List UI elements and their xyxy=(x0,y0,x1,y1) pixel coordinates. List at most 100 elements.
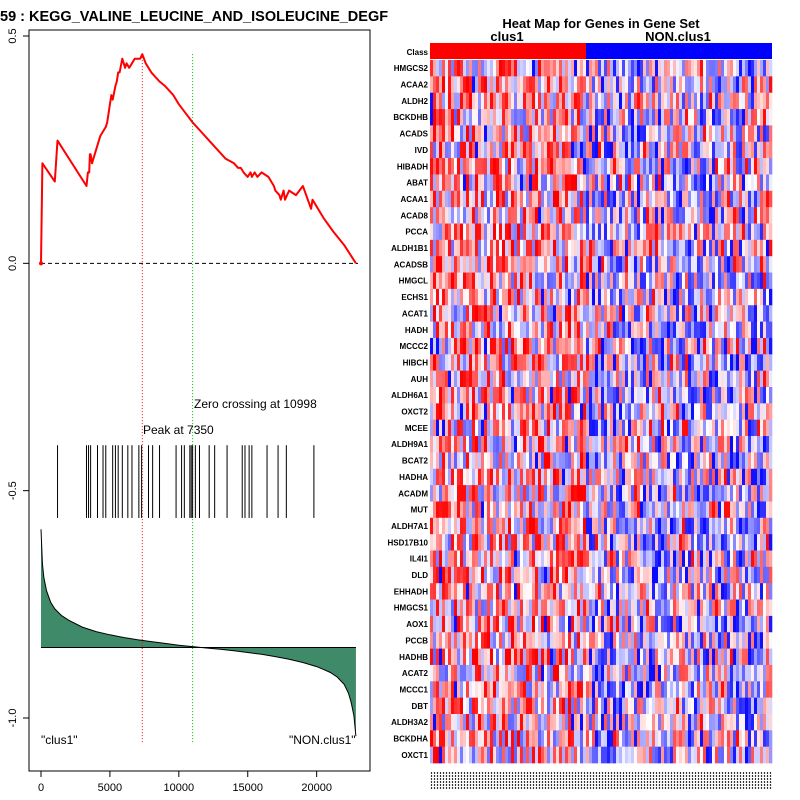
heatmap-cell xyxy=(733,321,737,339)
heatmap-cell xyxy=(706,272,710,290)
heatmap-cell xyxy=(712,305,716,322)
heatmap-cell xyxy=(493,256,497,273)
heatmap-cell xyxy=(562,141,566,159)
heatmap-cell xyxy=(496,239,500,257)
heatmap-cell xyxy=(745,419,749,437)
heatmap-cell xyxy=(511,697,515,715)
heatmap-cell xyxy=(565,681,569,698)
heatmap-cell xyxy=(520,305,524,322)
heatmap-cell xyxy=(751,517,755,535)
heatmap-cell xyxy=(469,354,473,371)
heatmap-cell xyxy=(481,534,485,551)
heatmap-cell xyxy=(550,615,554,633)
heatmap-cell xyxy=(571,321,575,339)
heatmap-cell xyxy=(538,468,542,486)
heatmap-cell xyxy=(637,632,641,649)
heatmap-cell xyxy=(703,566,707,584)
heatmap-cell xyxy=(595,223,599,241)
heatmap-cell xyxy=(502,92,506,110)
heatmap-cell xyxy=(652,92,656,110)
heatmap-cell xyxy=(505,534,509,551)
heatmap-cell xyxy=(628,141,632,159)
heatmap-cell xyxy=(481,648,485,666)
heatmap-cell xyxy=(499,125,503,143)
heatmap-cell xyxy=(712,207,716,224)
heatmap-cell xyxy=(727,158,731,175)
heatmap-cell xyxy=(694,730,698,747)
heatmap-cell xyxy=(514,174,518,192)
heatmap-cell xyxy=(661,354,665,371)
heatmap-cell xyxy=(451,566,455,584)
heatmap-cell xyxy=(547,272,551,290)
heatmap-cell xyxy=(472,436,476,453)
heatmap-cell xyxy=(688,321,692,339)
heatmap-cell xyxy=(706,288,710,306)
heatmap-cell xyxy=(664,370,668,388)
heatmap-cell xyxy=(508,550,512,568)
heatmap-cell xyxy=(751,697,755,715)
heatmap-cell xyxy=(760,141,764,159)
heatmap-cell xyxy=(766,174,770,192)
heatmap-cell xyxy=(736,207,740,224)
heatmap-cell xyxy=(700,109,704,126)
heatmap-cell xyxy=(724,648,728,666)
heatmap-cell xyxy=(649,403,653,420)
heatmap-cell xyxy=(475,223,479,241)
heatmap-cell xyxy=(448,321,452,339)
heatmap-cell xyxy=(484,60,488,77)
heatmap-cell xyxy=(448,403,452,420)
heatmap-cell xyxy=(589,697,593,715)
heatmap-cell xyxy=(685,566,689,584)
heatmap-cell xyxy=(574,615,578,633)
heatmap-cell xyxy=(553,387,557,404)
heatmap-cell xyxy=(769,354,773,371)
heatmap-cell xyxy=(511,485,515,502)
heatmap-cell xyxy=(676,239,680,257)
heatmap-cell xyxy=(682,321,686,339)
heatmap-cell xyxy=(712,599,716,617)
heatmap-cell xyxy=(490,534,494,551)
heatmap-cell xyxy=(694,632,698,649)
heatmap-cell xyxy=(730,403,734,420)
heatmap-cell xyxy=(529,485,533,502)
heatmap-cell xyxy=(460,632,464,649)
heatmap-cell xyxy=(517,583,521,600)
heatmap-cell xyxy=(499,534,503,551)
heatmap-cell xyxy=(760,468,764,486)
heatmap-cell xyxy=(574,387,578,404)
heatmap-cell xyxy=(544,517,548,535)
heatmap-cell xyxy=(469,599,473,617)
heatmap-cell xyxy=(523,321,527,339)
heatmap-cell xyxy=(454,566,458,584)
heatmap-cell xyxy=(646,485,650,502)
heatmap-cell xyxy=(439,746,443,764)
heatmap-cell xyxy=(580,468,584,486)
heatmap-cell xyxy=(556,436,560,453)
es-start-point xyxy=(39,261,43,266)
heatmap-cell xyxy=(748,664,752,682)
heatmap-cell xyxy=(751,599,755,617)
heatmap-cell xyxy=(568,566,572,584)
heatmap-cell xyxy=(607,534,611,551)
heatmap-cell xyxy=(568,288,572,306)
heatmap-cell xyxy=(547,681,551,698)
heatmap-cell xyxy=(613,697,617,715)
heatmap-cell xyxy=(538,648,542,666)
heatmap-cell xyxy=(586,158,590,175)
heatmap-cell xyxy=(601,501,605,519)
heatmap-cell xyxy=(631,648,635,666)
heatmap-cell xyxy=(679,419,683,437)
heatmap-cell xyxy=(763,337,767,355)
heatmap-cell xyxy=(607,337,611,355)
heatmap-cell xyxy=(694,681,698,698)
heatmap-cell xyxy=(463,403,467,420)
heatmap-cell xyxy=(673,566,677,584)
heatmap-cell xyxy=(538,125,542,143)
heatmap-cell xyxy=(688,648,692,666)
heatmap-cell xyxy=(517,615,521,633)
heatmap-cell xyxy=(682,615,686,633)
heatmap-cell xyxy=(454,485,458,502)
heatmap-cell xyxy=(691,517,695,535)
heatmap-cell xyxy=(541,436,545,453)
heatmap-cell xyxy=(766,615,770,633)
